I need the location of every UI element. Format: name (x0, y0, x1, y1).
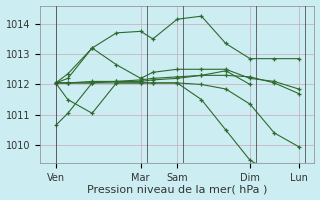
X-axis label: Pression niveau de la mer( hPa ): Pression niveau de la mer( hPa ) (87, 184, 268, 194)
